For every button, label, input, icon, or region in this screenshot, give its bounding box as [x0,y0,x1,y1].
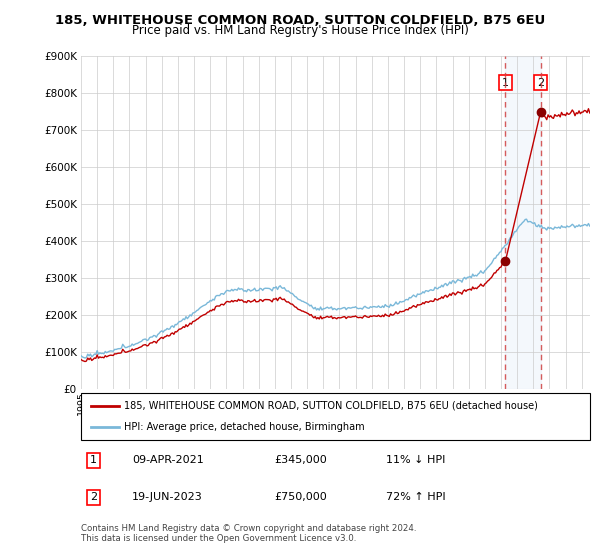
Text: 19-JUN-2023: 19-JUN-2023 [132,492,203,502]
Text: 2: 2 [537,78,544,88]
Text: HPI: Average price, detached house, Birmingham: HPI: Average price, detached house, Birm… [124,422,365,432]
Text: 2: 2 [90,492,97,502]
FancyBboxPatch shape [81,393,590,440]
Text: Contains HM Land Registry data © Crown copyright and database right 2024.
This d: Contains HM Land Registry data © Crown c… [81,524,416,543]
Text: 1: 1 [90,455,97,465]
Text: 185, WHITEHOUSE COMMON ROAD, SUTTON COLDFIELD, B75 6EU (detached house): 185, WHITEHOUSE COMMON ROAD, SUTTON COLD… [124,400,538,410]
Text: £345,000: £345,000 [274,455,327,465]
Text: 185, WHITEHOUSE COMMON ROAD, SUTTON COLDFIELD, B75 6EU: 185, WHITEHOUSE COMMON ROAD, SUTTON COLD… [55,14,545,27]
Bar [505,56,541,389]
Text: Price paid vs. HM Land Registry's House Price Index (HPI): Price paid vs. HM Land Registry's House … [131,24,469,37]
Text: £750,000: £750,000 [274,492,327,502]
Text: 09-APR-2021: 09-APR-2021 [132,455,203,465]
Text: 11% ↓ HPI: 11% ↓ HPI [386,455,446,465]
Text: 1: 1 [502,78,509,88]
Text: 72% ↑ HPI: 72% ↑ HPI [386,492,446,502]
